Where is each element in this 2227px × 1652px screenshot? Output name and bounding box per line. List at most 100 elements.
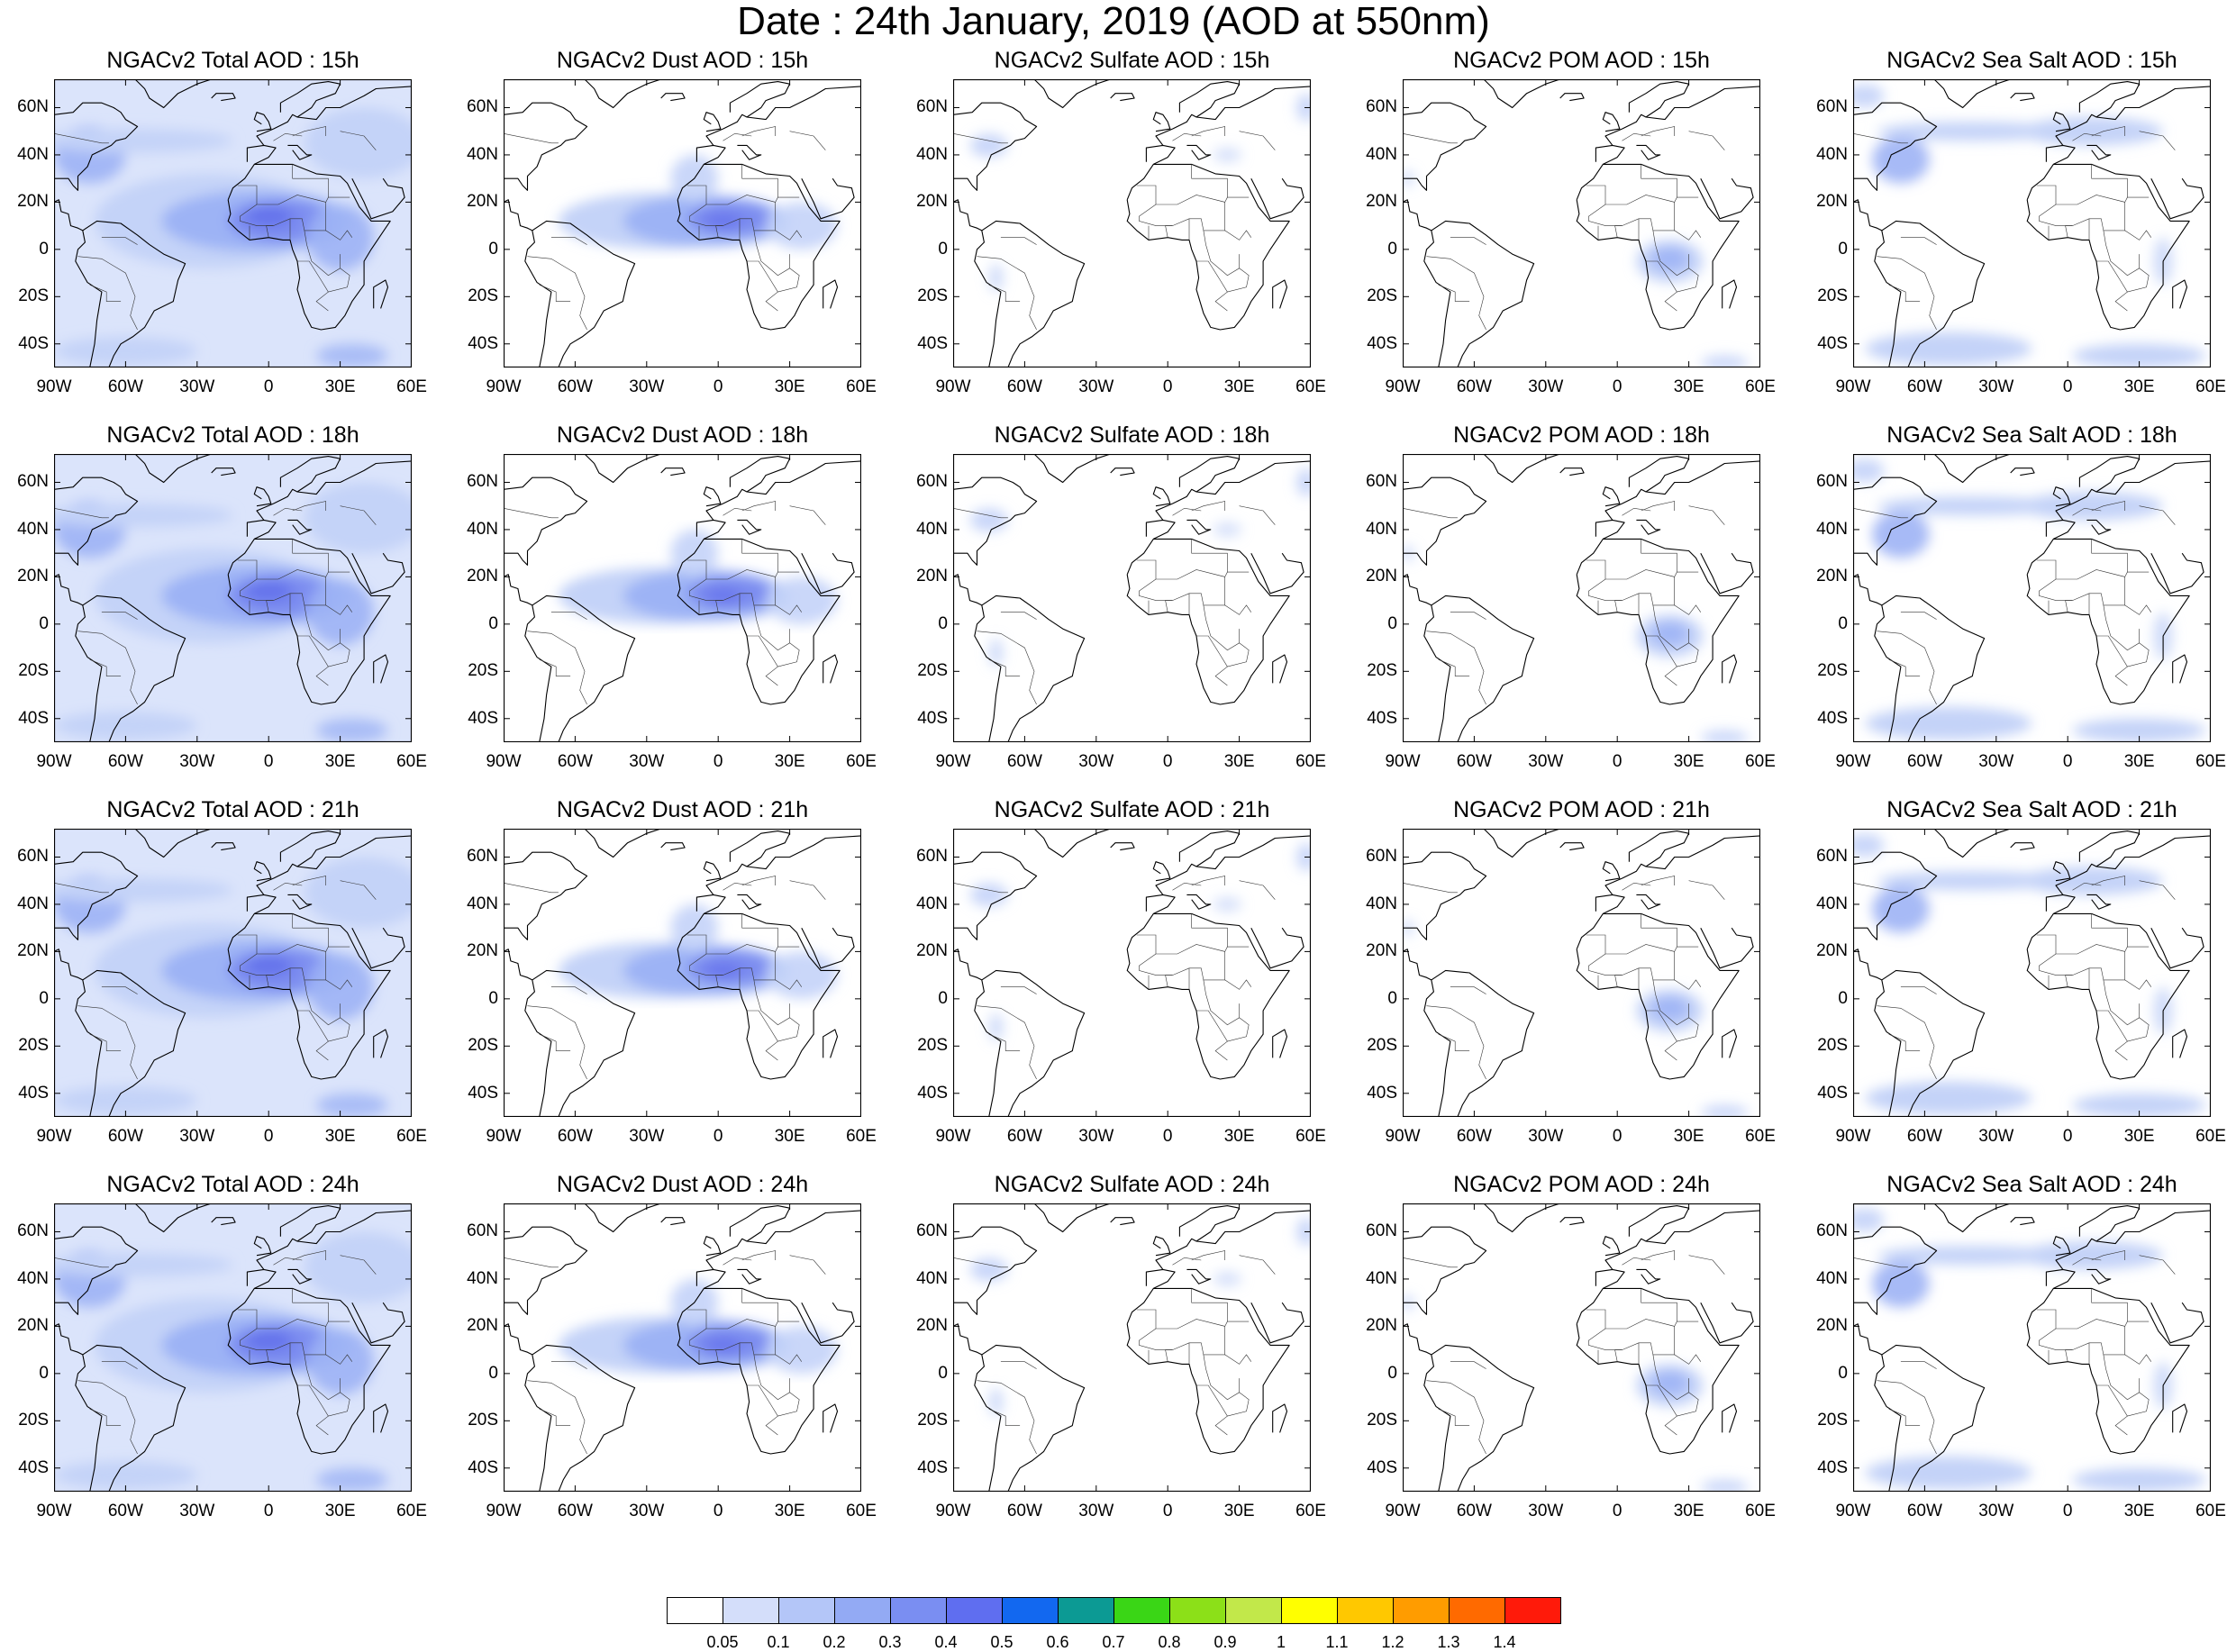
lat-label: 20N: [1816, 1316, 1848, 1336]
country-border: [1674, 979, 1702, 990]
lon-label: 30E: [774, 377, 805, 396]
lat-label: 0: [1838, 239, 1848, 259]
coastline-southAmerica: [75, 969, 186, 1117]
country-border: [527, 1005, 587, 1080]
coastline-europe: [705, 829, 861, 895]
lat-label: 40S: [18, 1457, 49, 1477]
lon-label: 90W: [1385, 752, 1421, 771]
lon-label: 0: [1162, 377, 1173, 396]
country-border: [89, 1033, 122, 1051]
country-border: [2036, 185, 2126, 231]
lon-label: 60E: [1295, 1502, 1326, 1520]
country-border: [2124, 1354, 2152, 1365]
panel-title: NGACv2 Total AOD : 18h: [106, 422, 359, 448]
aod-plume: [988, 263, 1004, 293]
country-border: [747, 1010, 778, 1061]
lon-label: 30E: [1673, 377, 1704, 396]
lon-label: 30W: [1528, 752, 1564, 771]
lat-label: 40S: [18, 333, 49, 353]
country-border: [297, 1384, 329, 1436]
map-panel-total: NGACv2 Total AOD : 15h 60N 40N 20N 0 20S 40S 90…: [0, 47, 427, 396]
map-panel-total: NGACv2 Total AOD : 18h 60N 40N 20N 0 20S 40S 90…: [0, 422, 427, 771]
country-border: [328, 1017, 350, 1042]
colorbar-label: 0.7: [1102, 1633, 1125, 1651]
country-border: [2103, 604, 2140, 651]
coastline-italy: [1636, 894, 1661, 910]
aod-plume: [244, 956, 293, 976]
coastline-scandinavia: [1628, 456, 1690, 493]
aod-plume: [1872, 1259, 1930, 1308]
coastline-scandinavia: [1628, 831, 1690, 867]
map-panel-sulfate: NGACv2 Sulfate AOD : 24h 60N 40N 20N 0 20S 40S…: [899, 1171, 1326, 1520]
country-border: [89, 1408, 122, 1426]
country-border: [1646, 635, 1677, 686]
coastline-madagascar: [1722, 279, 1738, 309]
country-border: [753, 604, 790, 651]
lon-label: 90W: [1835, 1127, 1871, 1146]
lon-label: 0: [1612, 752, 1623, 771]
country-border: [2091, 126, 2126, 137]
lon-label: 90W: [935, 752, 971, 771]
aod-plume: [2072, 1467, 2206, 1492]
country-border: [1677, 642, 1699, 667]
country-border: [2091, 876, 2126, 886]
aod-plume: [304, 857, 412, 929]
coastline-northAmerica: [54, 851, 139, 940]
coastline-arabia: [801, 927, 855, 969]
map-area: [1403, 829, 1763, 1117]
lon-label: 60E: [1295, 1127, 1326, 1146]
colorbar-label: 0.4: [934, 1633, 958, 1651]
colorbar-swatch: [723, 1597, 779, 1624]
country-border: [1196, 260, 1228, 312]
country-border: [1641, 1288, 1677, 1322]
country-border: [1586, 1309, 1676, 1356]
country-border: [1426, 1005, 1486, 1080]
lat-label: 40N: [916, 1268, 948, 1288]
coastline-madagascar: [373, 279, 389, 309]
country-border: [777, 642, 800, 667]
lat-label: 20S: [18, 286, 49, 306]
country-border: [2036, 559, 2126, 606]
country-border: [297, 260, 329, 312]
country-border: [2036, 1309, 2126, 1356]
coastline-italy: [287, 519, 313, 535]
coastline-arabia: [2150, 1302, 2204, 1344]
lon-label: 0: [1162, 752, 1173, 771]
coastline-iberia: [695, 519, 726, 540]
coastline-iceland: [1110, 93, 1135, 102]
aod-map-pom: [1403, 1203, 1760, 1492]
coastline-iceland: [1110, 1217, 1135, 1226]
map-area: [953, 1203, 1313, 1492]
country-border: [753, 979, 790, 1026]
aod-plume: [969, 1257, 1008, 1282]
country-border: [775, 1354, 803, 1365]
aod-plume: [766, 951, 838, 999]
lat-label: 40N: [916, 519, 948, 539]
country-border: [240, 204, 305, 231]
aod-plume: [54, 336, 197, 366]
lon-label: 30W: [1528, 1502, 1564, 1520]
aod-plume: [306, 1329, 374, 1395]
country-border: [789, 131, 826, 150]
map-panel-seasalt: NGACv2 Sea Salt AOD : 24h 60N 40N 20N 0 20S 40…: [1799, 1171, 2226, 1520]
country-border: [1227, 268, 1250, 293]
panel-title: NGACv2 Sulfate AOD : 18h: [994, 422, 1270, 448]
country-border: [101, 986, 138, 994]
country-border: [775, 979, 803, 990]
map-frame: [504, 79, 861, 368]
country-border: [2139, 505, 2176, 525]
lat-label: 20N: [17, 941, 49, 961]
country-border: [1622, 507, 1651, 516]
lat-label: 40S: [18, 708, 49, 728]
coastline-madagascar: [373, 1029, 389, 1058]
lon-label: 30E: [774, 1502, 805, 1520]
coastline-europe: [2055, 79, 2211, 146]
country-border: [1900, 986, 1937, 994]
map-background: [1403, 1203, 1760, 1492]
lon-label: 60E: [1745, 752, 1776, 771]
coastline-arabia: [1250, 177, 1304, 220]
lon-label: 60W: [107, 752, 143, 771]
country-border: [789, 880, 826, 900]
panel-title: NGACv2 Dust AOD : 24h: [556, 1172, 809, 1197]
country-border: [1426, 1380, 1486, 1455]
